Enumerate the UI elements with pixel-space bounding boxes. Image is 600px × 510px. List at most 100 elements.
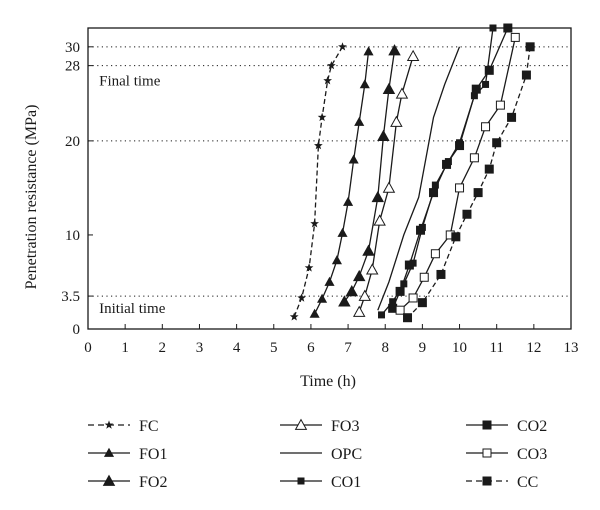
data-point-co3 — [430, 249, 440, 259]
x-tick-label: 1 — [121, 340, 129, 356]
data-point-co3 — [510, 32, 520, 42]
data-point-cc — [417, 298, 427, 308]
data-point-fo3 — [358, 289, 372, 301]
data-point-fo2 — [352, 269, 366, 282]
series-line-co3 — [399, 37, 516, 311]
data-point-co3 — [495, 100, 505, 110]
data-point-fc — [310, 219, 319, 228]
data-point-cc — [462, 209, 472, 219]
data-point-cc — [525, 42, 535, 52]
legend-item-cc: CC — [466, 474, 538, 491]
legend-marker-co3 — [482, 448, 492, 458]
data-point-co1 — [378, 311, 386, 319]
data-point-fo1 — [354, 116, 365, 126]
data-point-fc — [297, 293, 306, 302]
data-point-co2 — [442, 159, 452, 169]
x-tick-label: 3 — [196, 340, 204, 356]
data-point-fc — [327, 61, 336, 70]
data-point-co3 — [419, 272, 429, 282]
y-tick-label: 28 — [65, 59, 80, 75]
x-tick-label: 10 — [452, 340, 467, 356]
annotation-final-time: Final time — [99, 73, 161, 89]
x-tick-label: 5 — [270, 340, 278, 356]
x-tick-label: 11 — [489, 340, 503, 356]
data-point-cc — [484, 164, 494, 174]
legend-item-opc: OPC — [280, 446, 362, 463]
x-tick-label: 4 — [233, 340, 241, 356]
legend-item-fc: FC — [88, 418, 159, 435]
x-tick-label: 0 — [84, 340, 92, 356]
data-point-co2 — [404, 260, 414, 270]
data-point-co2 — [395, 286, 405, 296]
series-fo2 — [338, 44, 401, 307]
data-point-co2 — [484, 65, 494, 75]
data-point-fc — [304, 263, 314, 272]
series-line-opc — [377, 46, 461, 311]
series-co3 — [395, 32, 520, 315]
annotation-initial-time: Initial time — [99, 301, 166, 317]
legend-marker-fo2 — [102, 474, 116, 486]
legend-label-co2: CO2 — [517, 418, 547, 435]
data-point-co1 — [482, 80, 490, 88]
data-point-co3 — [469, 153, 479, 163]
y-tick-label: 0 — [73, 322, 81, 338]
data-point-fo1 — [348, 154, 359, 164]
data-point-cc — [473, 188, 483, 198]
x-tick-label: 6 — [307, 340, 315, 356]
legend-marker-fo1 — [103, 447, 115, 457]
legend-label-fc: FC — [139, 418, 159, 435]
data-point-cc — [451, 232, 461, 242]
data-point-fo3 — [352, 305, 366, 317]
data-point-fo3 — [390, 115, 403, 127]
data-point-co2 — [429, 188, 439, 198]
x-tick-label: 8 — [381, 340, 389, 356]
series-fo3 — [352, 49, 420, 317]
data-point-fc — [323, 76, 332, 85]
series-cc — [403, 42, 535, 323]
legend-item-fo3: FO3 — [280, 418, 359, 435]
data-point-fo2 — [388, 44, 401, 56]
y-tick-label: 20 — [65, 134, 80, 150]
data-point-fc — [314, 141, 323, 150]
data-point-fc — [317, 112, 327, 122]
plot-frame — [87, 27, 572, 330]
legend-label-fo1: FO1 — [139, 446, 167, 463]
data-point-fo2 — [362, 244, 375, 256]
x-tick-label: 13 — [564, 340, 579, 356]
data-point-fo3 — [395, 87, 409, 99]
data-point-fo1 — [317, 293, 328, 303]
series-fo1 — [309, 46, 374, 318]
data-point-cc — [492, 138, 502, 148]
data-point-fo3 — [382, 181, 396, 193]
series-line-fc — [293, 46, 344, 318]
legend-label-fo3: FO3 — [331, 418, 359, 435]
x-tick-label: 2 — [159, 340, 167, 356]
x-tick-label: 12 — [526, 340, 541, 356]
data-point-fo1 — [331, 255, 342, 265]
reference-lines — [88, 46, 571, 297]
data-point-fo3 — [406, 49, 420, 62]
legend-marker-fc — [104, 420, 114, 429]
y-axis-label: Penetration resistance (MPa) — [23, 105, 40, 290]
legend-label-co1: CO1 — [331, 474, 361, 491]
data-point-cc — [507, 112, 517, 122]
data-point-fo1 — [309, 308, 320, 318]
data-point-fo1 — [343, 196, 354, 206]
data-point-co3 — [455, 183, 465, 193]
legend-item-fo2: FO2 — [88, 474, 167, 491]
series-opc — [377, 46, 461, 311]
series-fc — [289, 42, 347, 321]
series-line-co2 — [392, 27, 509, 309]
data-point-fo1 — [337, 227, 348, 237]
data-point-co2 — [416, 225, 426, 235]
data-point-co2 — [455, 141, 465, 151]
data-point-fo1 — [363, 46, 374, 56]
series-line-fo1 — [314, 51, 370, 315]
data-point-fo2 — [382, 82, 396, 94]
legend-label-co3: CO3 — [517, 446, 547, 463]
data-point-fo2 — [345, 284, 359, 297]
legend-label-fo2: FO2 — [139, 474, 167, 491]
data-point-co2 — [388, 303, 398, 313]
